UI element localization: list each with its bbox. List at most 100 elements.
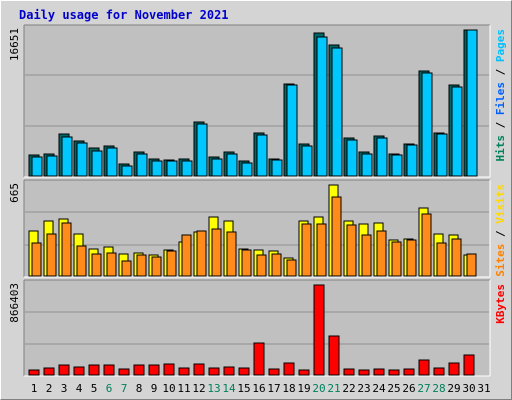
bar-sites-12	[196, 230, 207, 277]
x-tick-label-22: 22	[342, 382, 355, 395]
bar-files-9	[151, 160, 163, 177]
legend-pages-files-hits: Hits / Files / Pages	[494, 29, 507, 162]
bar-kbytes-5	[88, 364, 100, 376]
legend-separator: /	[494, 115, 507, 135]
bar-kbytes-12	[193, 363, 205, 376]
legend-separator: /	[494, 62, 507, 82]
chart-title: Daily usage for November 2021	[19, 8, 229, 22]
bar-files-12	[196, 123, 208, 177]
bar-sites-19	[301, 223, 312, 277]
legend-pages: Pages	[494, 29, 507, 62]
bar-sites-4	[76, 245, 87, 277]
y-max-label: 665	[8, 183, 21, 203]
bar-kbytes-13	[208, 367, 220, 376]
bar-sites-18	[286, 259, 297, 277]
x-tick-label-30: 30	[462, 382, 475, 395]
bar-files-19	[301, 145, 313, 177]
legend-kbytes: KBytes	[494, 284, 507, 324]
x-tick-label-24: 24	[372, 382, 386, 395]
bar-kbytes-8	[133, 364, 145, 376]
bar-kbytes-17	[268, 368, 280, 376]
bar-kbytes-16	[253, 342, 265, 376]
bar-sites-27	[421, 213, 432, 277]
bar-files-26	[406, 144, 418, 177]
x-tick-label-8: 8	[136, 382, 143, 395]
legend-separator: /	[494, 224, 507, 244]
x-tick-label-9: 9	[151, 382, 158, 395]
bar-sites-28	[436, 242, 447, 277]
bar-files-23	[361, 153, 373, 177]
bar-kbytes-3	[58, 364, 70, 376]
bar-sites-14	[226, 231, 237, 277]
bar-kbytes-14	[223, 366, 235, 376]
bar-kbytes-26	[403, 368, 415, 376]
x-tick-label-16: 16	[252, 382, 265, 395]
bar-files-3	[61, 136, 73, 177]
bar-sites-21	[331, 196, 342, 277]
bar-files-16	[256, 134, 268, 177]
legend-sites: Sites	[494, 244, 507, 277]
bar-files-8	[136, 153, 148, 177]
x-tick-label-20: 20	[312, 382, 325, 395]
legend-files: Files	[494, 82, 507, 115]
bar-sites-20	[316, 223, 327, 277]
legend-visits: Visits	[494, 184, 507, 224]
bar-kbytes-19	[298, 369, 310, 376]
bar-sites-15	[241, 249, 252, 277]
bar-sites-22	[346, 224, 357, 277]
x-tick-label-23: 23	[357, 382, 370, 395]
bar-sites-7	[121, 260, 132, 277]
bar-sites-24	[376, 230, 387, 277]
y-max-label: 866403	[8, 283, 21, 323]
x-tick-label-5: 5	[91, 382, 98, 395]
bar-kbytes-22	[343, 368, 355, 376]
bar-files-4	[76, 142, 88, 177]
bar-files-30	[466, 29, 478, 177]
bar-kbytes-24	[373, 368, 385, 376]
x-tick-label-10: 10	[162, 382, 175, 395]
x-tick-label-21: 21	[327, 382, 340, 395]
bar-sites-2	[46, 233, 57, 277]
bar-files-29	[451, 86, 463, 177]
bar-kbytes-1	[28, 369, 40, 376]
x-tick-label-15: 15	[237, 382, 250, 395]
bar-sites-23	[361, 234, 372, 277]
x-tick-label-17: 17	[267, 382, 280, 395]
bar-files-15	[241, 162, 253, 177]
x-tick-label-26: 26	[402, 382, 415, 395]
legend-kbytes: KBytes	[494, 284, 507, 324]
x-tick-label-25: 25	[387, 382, 400, 395]
bar-sites-11	[181, 234, 192, 277]
bar-files-18	[286, 84, 298, 177]
bar-kbytes-23	[358, 369, 370, 376]
x-tick-label-1: 1	[31, 382, 38, 395]
x-tick-label-19: 19	[297, 382, 310, 395]
bar-sites-25	[391, 241, 402, 277]
bar-files-2	[46, 155, 58, 177]
bar-files-25	[391, 154, 403, 177]
bar-kbytes-29	[448, 362, 460, 376]
bar-files-6	[106, 147, 118, 177]
bar-sites-13	[211, 228, 222, 277]
y-max-label: 16651	[8, 28, 21, 61]
bar-files-17	[271, 159, 283, 177]
x-tick-label-13: 13	[207, 382, 220, 395]
x-tick-label-28: 28	[432, 382, 445, 395]
x-tick-label-2: 2	[46, 382, 53, 395]
bar-files-5	[91, 150, 103, 177]
bar-files-11	[181, 160, 193, 177]
bar-kbytes-11	[178, 367, 190, 376]
bar-sites-6	[106, 252, 117, 277]
bar-sites-29	[451, 238, 462, 277]
bar-sites-16	[256, 254, 267, 277]
legend-visits-sites: Sites / Visits	[494, 184, 507, 277]
bar-sites-10	[166, 250, 177, 277]
bar-sites-17	[271, 253, 282, 277]
bar-kbytes-9	[148, 364, 160, 376]
bar-kbytes-20	[313, 284, 325, 376]
x-tick-label-29: 29	[447, 382, 460, 395]
x-tick-label-14: 14	[222, 382, 236, 395]
bar-kbytes-30	[463, 354, 475, 376]
bar-kbytes-7	[118, 368, 130, 376]
